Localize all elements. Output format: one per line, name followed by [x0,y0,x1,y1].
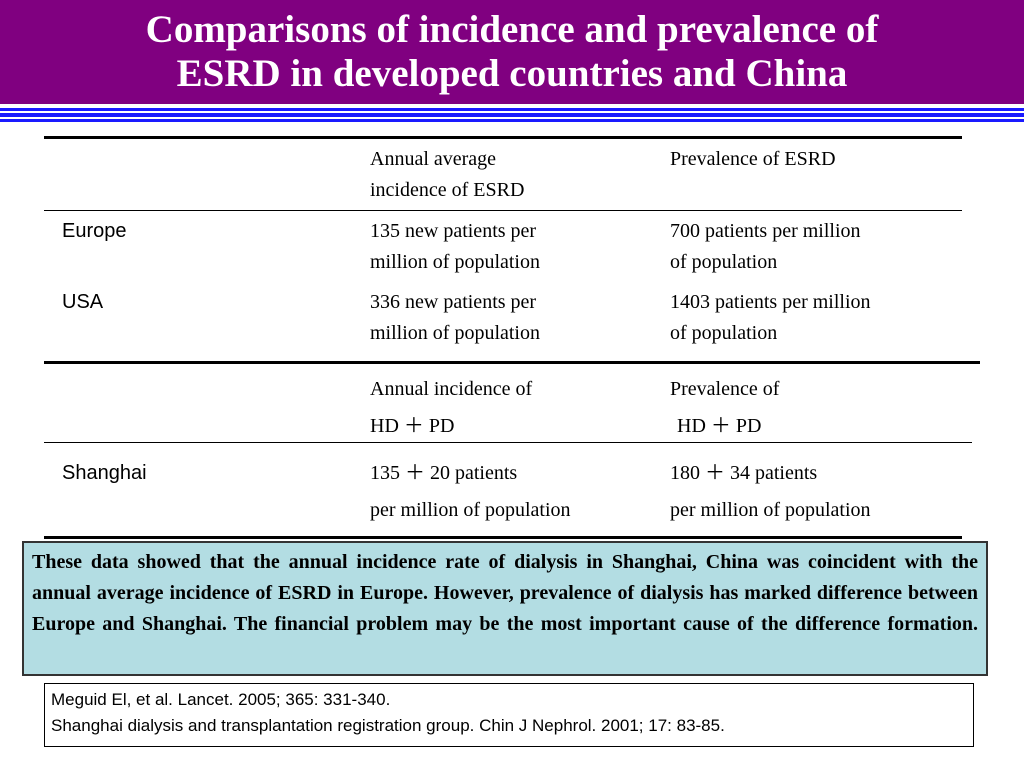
cell-line: HD ＋ PD [677,415,762,437]
cell-line: 1403 patients per million [670,291,871,313]
rule [44,442,972,443]
table-cell: 336 new patients per million of populatio… [370,287,540,349]
table-cell: Annual average incidence of ESRD [370,144,524,206]
stripe [0,113,1024,117]
cell-line: Europe [62,220,127,242]
table-cell: 180 ＋ 34 patients per million of populati… [670,455,871,529]
title-line: Comparisons of incidence and prevalence … [145,8,879,51]
cell-line: of population [670,322,778,344]
table-cell: 135 new patients per million of populatio… [370,216,540,278]
cell-line: million of population [370,251,540,273]
stripe [0,108,1024,111]
reference: Shanghai dialysis and transplantation re… [51,716,725,735]
cell-line: Prevalence of [670,378,780,400]
title: Comparisons of incidence and prevalence … [0,8,1024,96]
cell-line: 700 patients per million [670,220,861,242]
rule [44,136,962,139]
table-cell: Prevalence of ESRD [670,144,836,175]
cell-line: USA [62,291,104,313]
header-bar [0,0,1024,104]
cell-line: Prevalence of ESRD [670,148,836,170]
cell-line: 336 new patients per [370,291,537,313]
cell-line: 180 ＋ 34 patients [670,462,818,484]
reference: Meguid El, et al. Lancet. 2005; 365: 331… [51,690,391,709]
rule [44,210,962,211]
cell-line: HD ＋ PD [370,415,455,437]
table-cell: Prevalence of HD ＋ PD [670,371,779,445]
title-line: ESRD in developed countries and China [176,52,848,95]
cell-line: per million of population [370,499,571,521]
table-cell: Europe [62,216,127,247]
cell-line: 135 ＋ 20 patients [370,462,518,484]
table-cell: 700 patients per million of population [670,216,861,278]
cell-line: Shanghai [62,462,147,484]
rule [44,361,980,364]
table-cell: 1403 patients per million of population [670,287,871,349]
rule [44,536,962,539]
table-cell: Annual incidence of HD ＋ PD [370,371,532,445]
cell-line: of population [670,251,778,273]
cell-line: Annual average [370,148,497,170]
table-cell: 135 ＋ 20 patients per million of populati… [370,455,571,529]
cell-line: million of population [370,322,540,344]
stripe [0,119,1024,122]
summary: These data showed that the annual incide… [22,541,988,676]
cell-line: Annual incidence of [370,378,533,400]
references: Meguid El, et al. Lancet. 2005; 365: 331… [44,683,974,747]
cell-line: 135 new patients per [370,220,537,242]
table-cell: USA [62,287,103,318]
cell-line: incidence of ESRD [370,179,525,201]
cell-line: per million of population [670,499,871,521]
table-cell: Shanghai [62,455,147,492]
